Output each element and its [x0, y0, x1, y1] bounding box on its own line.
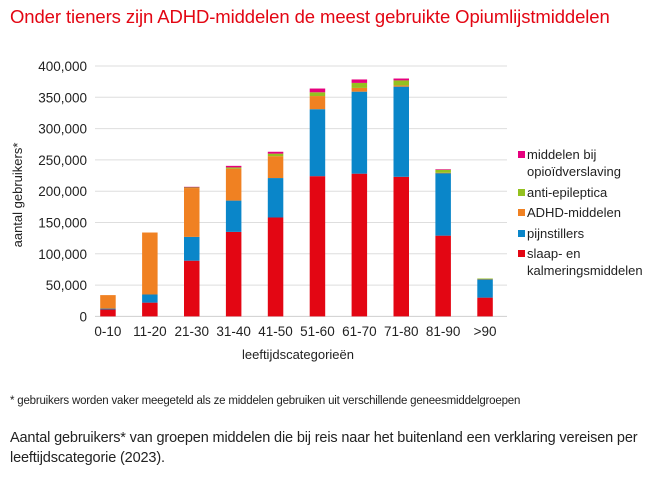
stacked-bar-chart: 0 50,000 100,000 150,000 200,000 250,000 300,0…: [10, 59, 507, 362]
bar-segment: [267, 217, 284, 317]
bar-segment: [351, 91, 368, 174]
bar-segment: [309, 88, 326, 93]
y-tick-label: 400,000: [38, 59, 87, 74]
bar-segment: [100, 309, 116, 317]
bar-stack-31-40: [225, 165, 242, 317]
bar-segment: [184, 236, 200, 261]
bar-segment: [184, 188, 200, 237]
bar-segment: [477, 278, 493, 280]
bar-stack-51-60: [309, 88, 326, 317]
bar-segment: [435, 172, 451, 174]
bar-segment: [393, 85, 409, 87]
x-tick-label: 71-80: [384, 324, 419, 339]
bar-segment: [142, 294, 158, 303]
y-tick-label: 250,000: [38, 153, 87, 168]
bar-segment: [351, 173, 368, 317]
legend-item: middelen bij opioïdverslaving: [518, 146, 661, 180]
x-tick-label: 41-50: [258, 324, 293, 339]
y-tick-label: 300,000: [38, 122, 87, 137]
bar-segment: [225, 200, 242, 232]
x-axis-ticks: 0-10 11-20 21-30 31-40 41-50 51-60 61-70 71-80 8…: [94, 324, 496, 339]
bar-segment: [184, 260, 200, 317]
bar-stack-71-80: [393, 78, 409, 317]
y-tick-label: 100,000: [38, 247, 87, 262]
x-tick-label: 61-70: [342, 324, 377, 339]
legend-label: anti-epileptica: [527, 184, 608, 200]
x-tick-label: 81-90: [426, 324, 461, 339]
bar-segment: [435, 169, 451, 170]
bar-segment: [267, 178, 284, 218]
bar-segment: [309, 109, 326, 177]
bar-segment: [267, 156, 284, 179]
legend-item: slaap- en kalmeringsmiddelen: [518, 245, 661, 279]
bar-stack-81-90: [435, 169, 451, 317]
bar-segment: [477, 278, 493, 280]
legend-label: pijnstillers: [527, 225, 585, 241]
x-tick-label: 0-10: [94, 324, 121, 339]
bar-segment: [393, 86, 409, 177]
bar-segment: [477, 279, 493, 298]
bar-stack->90: [477, 278, 493, 317]
bar-segment: [351, 82, 368, 88]
bar-segment: [142, 302, 158, 317]
bar-segment: [184, 187, 200, 189]
legend-swatch-opioid: [518, 151, 525, 158]
bar-stack-61-70: [351, 79, 368, 317]
x-tick-label: 51-60: [300, 324, 335, 339]
bar-segment: [267, 153, 284, 157]
legend-swatch-anti-epileptica: [518, 188, 525, 196]
legend-swatch-pijnstillers: [518, 229, 525, 237]
legend-item: anti-epileptica: [518, 184, 661, 201]
y-tick-label: 200,000: [38, 184, 87, 199]
bar-segment: [309, 176, 326, 317]
y-tick-label: 50,000: [46, 278, 87, 293]
bar-segment: [435, 235, 451, 317]
legend-label: ADHD-middelen: [527, 205, 621, 220]
y-axis-ticks: 0 50,000 100,000 150,000 200,000 250,000 300,0…: [38, 59, 87, 324]
bar-segment: [225, 231, 242, 317]
bar-segment: [435, 169, 451, 173]
bar-segment: [393, 176, 409, 317]
bar-segment: [142, 232, 158, 295]
footnote: * gebruikers worden vaker meegeteld als …: [10, 395, 521, 407]
bar-segment: [225, 167, 242, 169]
x-tick-label: 21-30: [174, 324, 209, 339]
bar-segment: [267, 151, 284, 154]
y-tick-label: 350,000: [38, 90, 87, 105]
bar-stack-21-30: [184, 186, 200, 317]
bar-segment: [351, 87, 368, 92]
bar-segment: [100, 295, 116, 309]
legend: middelen bij opioïdverslaving anti-epile…: [518, 146, 661, 283]
bar-stack-11-20: [142, 232, 158, 317]
bar-segment: [225, 165, 242, 168]
y-tick-label: 150,000: [38, 216, 87, 231]
x-axis-label: leeftijdscategorieën: [242, 347, 354, 362]
y-tick-label: 0: [79, 309, 87, 324]
x-tick-label: >90: [474, 324, 497, 339]
bar-segment: [225, 168, 242, 201]
legend-item: ADHD-middelen: [518, 204, 661, 221]
y-axis-label: aantal gebruikers*: [10, 143, 25, 248]
legend-label: middelen bij opioïdverslaving: [527, 147, 621, 179]
bar-segment: [351, 79, 368, 83]
bar-segment: [435, 173, 451, 236]
legend-item: pijnstillers: [518, 225, 661, 242]
bars: [100, 78, 493, 317]
bar-stack-41-50: [267, 151, 284, 317]
bar-segment: [477, 297, 493, 317]
bar-segment: [309, 96, 326, 110]
bar-segment: [100, 308, 116, 310]
x-tick-label: 11-20: [133, 324, 167, 339]
legend-swatch-slaap: [518, 250, 525, 257]
chart-title: Onder tieners zijn ADHD-middelen de mees…: [10, 6, 610, 27]
bar-segment: [184, 186, 200, 188]
bar-segment: [309, 92, 326, 97]
x-tick-label: 31-40: [216, 324, 251, 339]
bar-segment: [393, 80, 409, 86]
legend-swatch-adhd: [518, 209, 525, 216]
bar-stack-0-10: [100, 295, 116, 317]
caption: Aantal gebruikers* van groepen middelen …: [10, 430, 638, 466]
bar-segment: [393, 78, 409, 81]
legend-label: slaap- en kalmeringsmiddelen: [527, 246, 643, 278]
